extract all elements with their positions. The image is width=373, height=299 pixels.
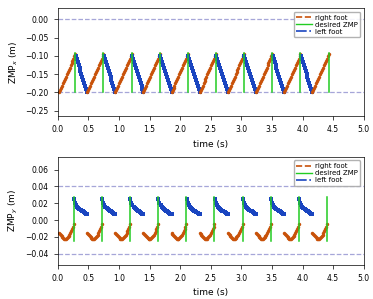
X-axis label: time (s): time (s) [193,140,228,149]
X-axis label: time (s): time (s) [193,288,228,297]
Legend: right foot, desired ZMP, left foot: right foot, desired ZMP, left foot [294,161,360,186]
Y-axis label: ZMP$_y$ (m): ZMP$_y$ (m) [7,189,20,232]
Legend: right foot, desired ZMP, left foot: right foot, desired ZMP, left foot [294,12,360,37]
Y-axis label: ZMP$_x$ (m): ZMP$_x$ (m) [7,41,20,84]
